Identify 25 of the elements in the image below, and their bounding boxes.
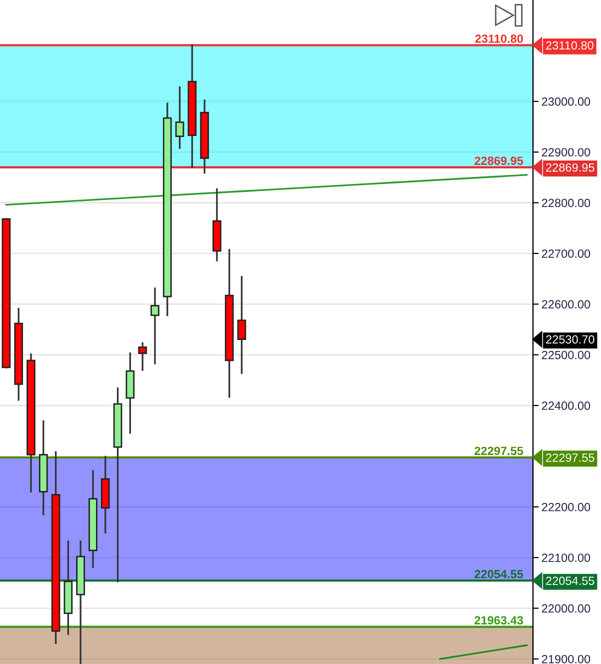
candlestick [237, 276, 246, 374]
candlestick [175, 86, 184, 149]
y-tick-label: 22500.00 [542, 350, 590, 360]
candlestick [138, 342, 147, 371]
ref-line-label: 23110.80 [475, 34, 523, 43]
y2-tick-label: 23110.80 [546, 41, 594, 50]
y-tick-label: 22900.00 [542, 148, 590, 156]
ref-line-label: 22869.95 [474, 156, 524, 165]
y2-tick-label: 22869.95 [546, 163, 594, 172]
y2-tick-label: 22530.70 [546, 335, 594, 344]
y2-tick-label: 22297.55 [546, 453, 594, 462]
y-tick-label: 22000.00 [542, 604, 590, 613]
ref-line-label: 22297.55 [474, 446, 524, 456]
y-tick-label: 22800.00 [542, 198, 590, 208]
candlestick [150, 288, 160, 364]
y-tick-label: 22100.00 [542, 554, 590, 562]
y-tick-label: 23000.00 [542, 97, 590, 106]
ref-line-label: 21963.43 [474, 616, 523, 624]
y-tick-label: 22400.00 [542, 402, 590, 410]
y-tick-label: 22700.00 [542, 249, 590, 258]
ref-line-label: 22054.55 [474, 570, 524, 578]
y-tick-label: 22200.00 [542, 502, 590, 512]
y-tick-label: 22600.00 [542, 300, 590, 309]
y-tick-label: 21900.00 [542, 654, 590, 664]
y2-tick-label: 22054.55 [546, 576, 594, 585]
